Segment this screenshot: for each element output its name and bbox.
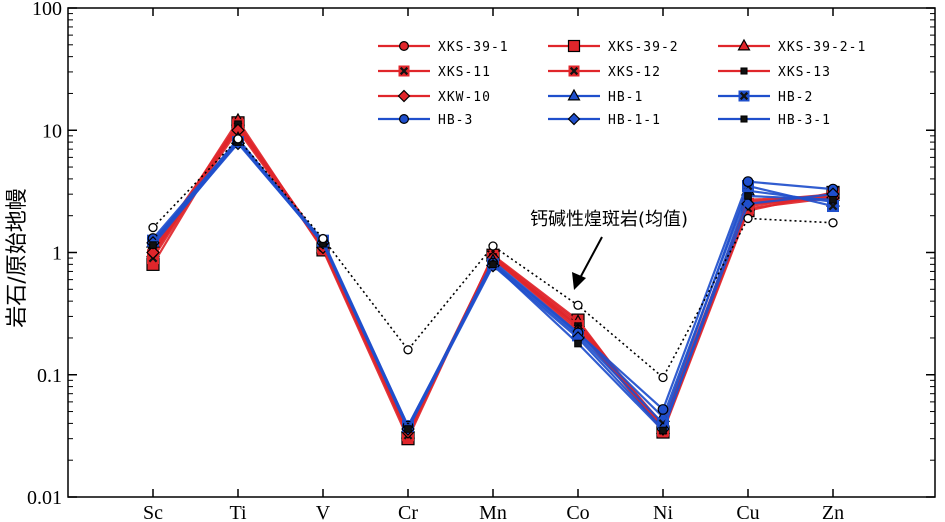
marker-circle (399, 113, 410, 124)
reference-annotation-label: 钙碱性煌斑岩(均值) (530, 209, 688, 230)
marker-open-circle (318, 233, 328, 244)
marker-small-square (659, 426, 667, 435)
marker-diamond (397, 89, 411, 103)
legend-label: HB-3 (438, 113, 473, 128)
marker-open-circle (573, 300, 583, 310)
y-tick-label: 0.1 (37, 365, 62, 387)
marker-circle (399, 40, 410, 51)
legend-item: XKS-39-2 (548, 39, 679, 55)
marker-circle (742, 176, 754, 188)
marker-circle (657, 404, 669, 415)
legend-label: HB-1-1 (608, 113, 661, 128)
marker-small-square (404, 425, 412, 433)
marker-small-square (744, 192, 752, 200)
legend-label: HB-1 (608, 90, 643, 105)
reference-annotation: 钙碱性煌斑岩(均值) (530, 209, 688, 290)
legend-item: XKS-39-1 (378, 40, 509, 55)
marker-square (567, 39, 581, 53)
legend-label: HB-2 (778, 90, 813, 105)
x-tick-label: Cr (398, 502, 418, 522)
legend-item: HB-1-1 (548, 112, 661, 128)
reference-line (152, 137, 834, 379)
marker-cross (569, 66, 579, 76)
marker-open-circle (148, 222, 158, 233)
x-tick-label: Ni (653, 502, 673, 522)
marker-triangle (737, 38, 751, 51)
y-axis-label: 岩石/原始地幔 (5, 188, 30, 327)
marker-small-square (740, 115, 748, 123)
marker-small-square (489, 260, 497, 269)
marker-open-circle (488, 241, 498, 251)
marker-diamond (567, 112, 581, 126)
x-tick-label: Sc (143, 502, 163, 522)
legend-item: HB-3-1 (718, 113, 831, 128)
legend-label: XKS-39-2-1 (778, 40, 866, 55)
legend-item: HB-2 (718, 90, 813, 105)
x-axis-ticks: Sc Ti V Cr Mn Co Ni Cu Zn (143, 8, 844, 522)
y-tick-label: 1 (52, 243, 62, 265)
marker-cross (828, 201, 838, 211)
plot-area (67, 7, 936, 498)
x-tick-label: Co (566, 502, 589, 522)
legend-item: XKS-11 (378, 65, 491, 80)
y-tick-label: 0.01 (27, 487, 62, 509)
legend-item: XKS-12 (548, 65, 661, 80)
legend-label: XKS-39-1 (438, 40, 509, 55)
series-layer (145, 112, 841, 446)
legend-item: HB-1 (548, 88, 643, 105)
legend-label: HB-3-1 (778, 113, 831, 128)
x-tick-label: V (316, 502, 331, 522)
legend-item: HB-3 (378, 113, 473, 128)
legend-label: XKW-10 (438, 90, 491, 105)
marker-cross (399, 66, 409, 76)
marker-open-circle (233, 134, 243, 144)
legend-label: XKS-39-2 (608, 40, 679, 55)
y-axis-ticks: 0.01 0.1 1 10 100 (27, 0, 935, 509)
x-tick-label: Cu (736, 502, 759, 522)
marker-triangle (567, 88, 581, 101)
marker-small-square (574, 339, 582, 348)
y-tick-label: 100 (32, 0, 62, 20)
marker-small-square (829, 195, 837, 204)
marker-diamond (146, 245, 160, 260)
marker-cross (739, 91, 749, 101)
x-tick-label: Ti (229, 502, 247, 522)
marker-small-square (740, 67, 748, 75)
legend-item: XKS-13 (718, 65, 831, 80)
legend-item: XKW-10 (378, 89, 491, 105)
y-tick-label: 10 (42, 120, 62, 142)
x-tick-label: Mn (479, 502, 507, 522)
annotation-arrowhead (572, 272, 586, 290)
legend-label: XKS-12 (608, 65, 661, 80)
marker-open-circle (743, 213, 753, 224)
marker-small-square (149, 241, 157, 249)
marker-open-circle (828, 218, 838, 228)
legend-label: XKS-13 (778, 65, 831, 80)
annotation-arrow (579, 236, 603, 279)
marker-open-circle (658, 372, 668, 383)
legend-label: XKS-11 (438, 65, 491, 80)
x-tick-label: Zn (822, 502, 844, 522)
marker-open-circle (403, 345, 413, 355)
legend-item: XKS-39-2-1 (718, 38, 866, 55)
legend: XKS-39-1 XKS-39-2 XKS-39-2-1 XKS-11 XKS-12 XK… (378, 38, 866, 128)
reference-series-layer (148, 134, 838, 383)
